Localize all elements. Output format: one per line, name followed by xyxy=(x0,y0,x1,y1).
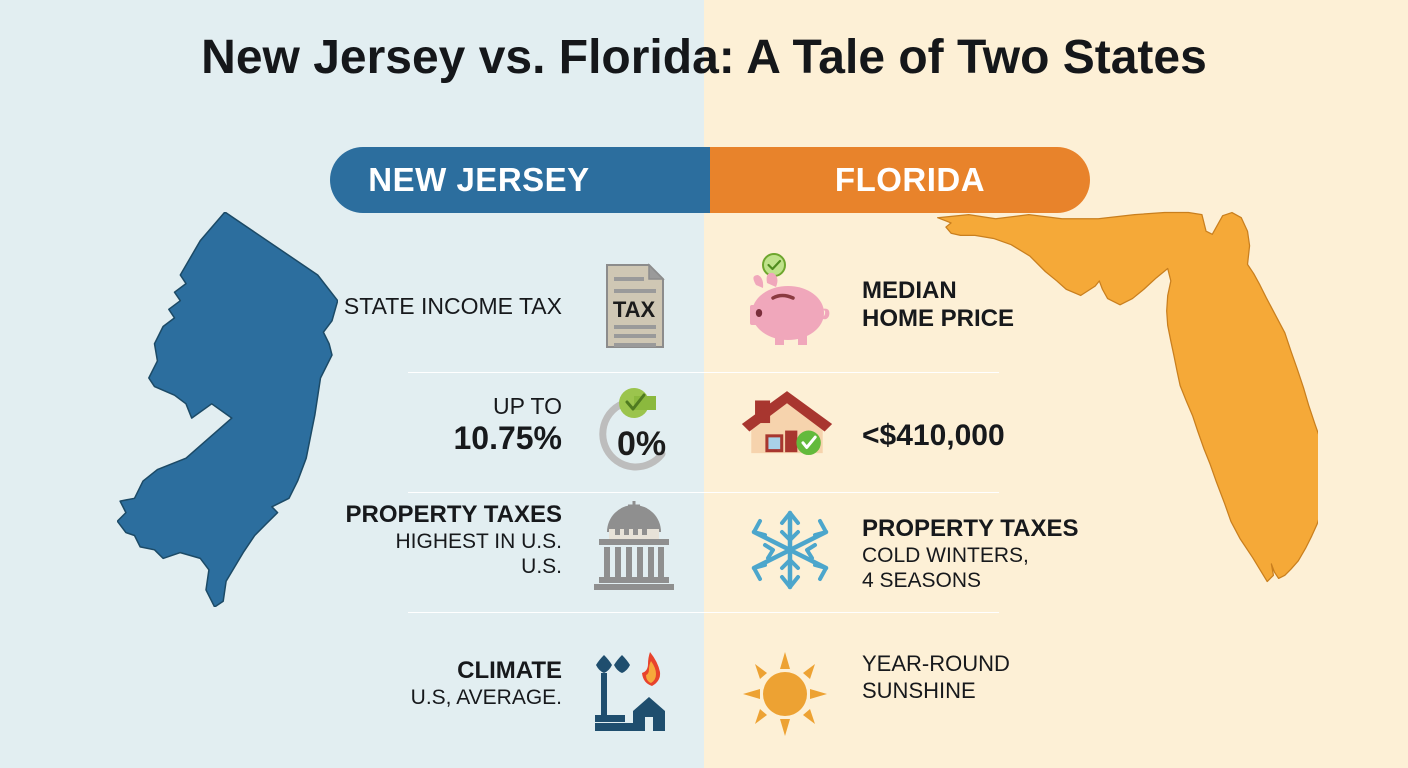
svg-text:0%: 0% xyxy=(617,425,666,463)
svg-text:TAX: TAX xyxy=(613,297,656,322)
